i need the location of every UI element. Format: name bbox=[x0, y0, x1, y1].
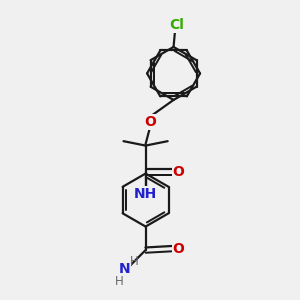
Text: N: N bbox=[118, 262, 130, 276]
Text: H: H bbox=[115, 275, 124, 288]
Text: O: O bbox=[144, 115, 156, 129]
Text: O: O bbox=[172, 165, 184, 179]
Text: NH: NH bbox=[134, 187, 157, 201]
Text: O: O bbox=[172, 242, 184, 256]
Text: H: H bbox=[130, 254, 139, 268]
Text: Cl: Cl bbox=[170, 18, 184, 32]
